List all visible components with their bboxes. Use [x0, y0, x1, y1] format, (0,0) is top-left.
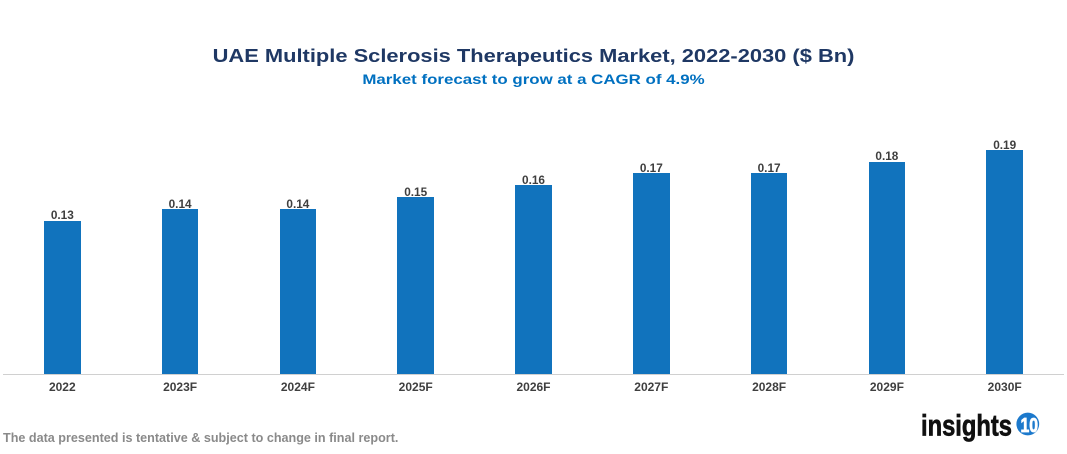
svg-text:insights: insights: [921, 409, 1012, 442]
svg-text:10: 10: [1020, 415, 1037, 437]
